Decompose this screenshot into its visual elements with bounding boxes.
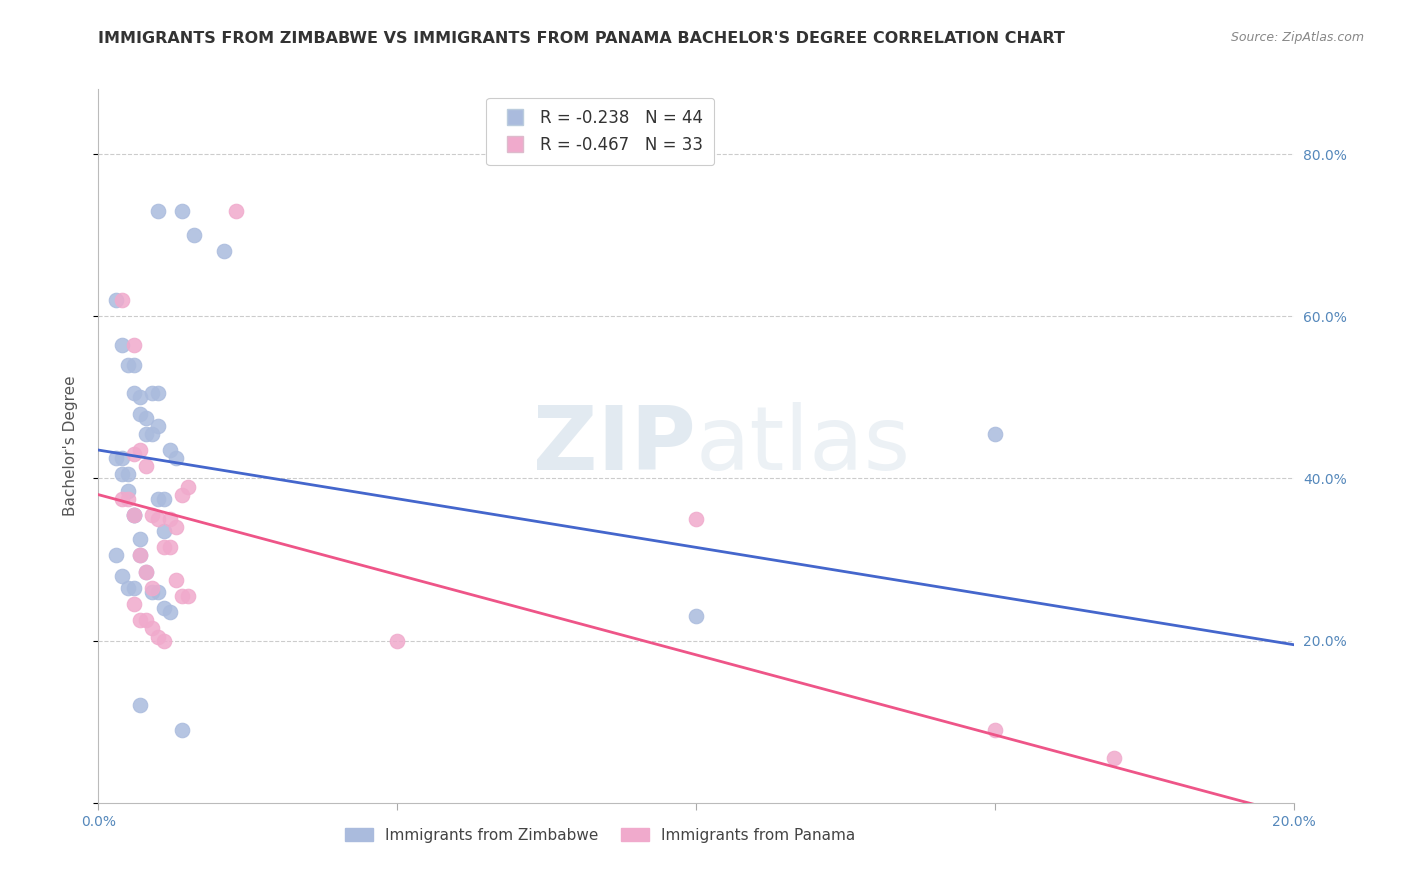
Point [172, 488, 194, 502]
Y-axis label: Bachelor's Degree: Bachelor's Degree [63, 376, 77, 516]
Point [148, 512, 170, 526]
Point [111, 568, 134, 582]
Point [135, 410, 157, 425]
Point [165, 451, 187, 466]
Point [141, 508, 163, 522]
Point [135, 459, 157, 474]
Point [172, 589, 194, 603]
Point [212, 244, 235, 259]
Point [165, 573, 187, 587]
Point [685, 512, 707, 526]
Text: atlas: atlas [696, 402, 911, 490]
Point [135, 613, 157, 627]
Text: IMMIGRANTS FROM ZIMBABWE VS IMMIGRANTS FROM PANAMA BACHELOR'S DEGREE CORRELATION: IMMIGRANTS FROM ZIMBABWE VS IMMIGRANTS F… [98, 31, 1066, 46]
Point [141, 581, 163, 595]
Point [153, 541, 176, 555]
Point [1104, 751, 1126, 765]
Point [129, 390, 152, 404]
Point [141, 426, 163, 441]
Point [141, 622, 163, 636]
Point [159, 512, 181, 526]
Point [124, 337, 146, 351]
Text: Source: ZipAtlas.com: Source: ZipAtlas.com [1230, 31, 1364, 45]
Point [385, 633, 409, 648]
Point [135, 565, 157, 579]
Point [153, 633, 176, 648]
Point [124, 386, 146, 401]
Point [129, 549, 152, 563]
Point [172, 723, 194, 737]
Point [111, 293, 134, 307]
Point [141, 585, 163, 599]
Point [148, 418, 170, 433]
Point [124, 581, 146, 595]
Point [124, 508, 146, 522]
Point [135, 565, 157, 579]
Point [984, 426, 1007, 441]
Point [117, 483, 139, 498]
Point [177, 479, 200, 493]
Point [111, 337, 134, 351]
Point [159, 605, 181, 619]
Point [148, 585, 170, 599]
Point [153, 524, 176, 538]
Point [117, 581, 139, 595]
Point [148, 630, 170, 644]
Point [111, 467, 134, 482]
Text: ZIP: ZIP [533, 402, 696, 490]
Point [129, 443, 152, 458]
Point [129, 698, 152, 713]
Point [148, 386, 170, 401]
Point [117, 358, 139, 372]
Point [124, 508, 146, 522]
Point [129, 533, 152, 547]
Point [183, 228, 205, 243]
Point [117, 467, 139, 482]
Point [159, 541, 181, 555]
Point [111, 491, 134, 506]
Point [148, 203, 170, 218]
Point [135, 426, 157, 441]
Point [129, 613, 152, 627]
Point [141, 386, 163, 401]
Point [172, 203, 194, 218]
Point [111, 451, 134, 466]
Point [105, 549, 128, 563]
Point [124, 508, 146, 522]
Point [129, 407, 152, 421]
Point [124, 447, 146, 461]
Point [165, 520, 187, 534]
Point [148, 491, 170, 506]
Point [153, 601, 176, 615]
Point [105, 451, 128, 466]
Point [159, 443, 181, 458]
Point [105, 293, 128, 307]
Point [153, 491, 176, 506]
Point [124, 597, 146, 611]
Point [225, 203, 247, 218]
Point [984, 723, 1007, 737]
Legend: Immigrants from Zimbabwe, Immigrants from Panama: Immigrants from Zimbabwe, Immigrants fro… [339, 822, 862, 848]
Point [685, 609, 707, 624]
Point [129, 549, 152, 563]
Point [124, 358, 146, 372]
Point [117, 491, 139, 506]
Point [177, 589, 200, 603]
